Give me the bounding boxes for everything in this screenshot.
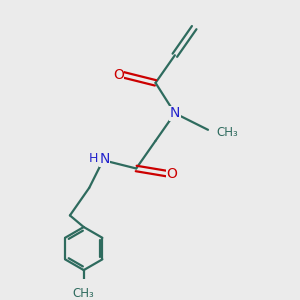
Text: O: O xyxy=(167,167,178,181)
Text: N: N xyxy=(170,106,180,120)
Text: O: O xyxy=(113,68,124,82)
Text: N: N xyxy=(99,152,110,166)
Text: CH₃: CH₃ xyxy=(73,286,94,299)
Text: H: H xyxy=(89,152,98,165)
Text: CH₃: CH₃ xyxy=(216,126,238,139)
